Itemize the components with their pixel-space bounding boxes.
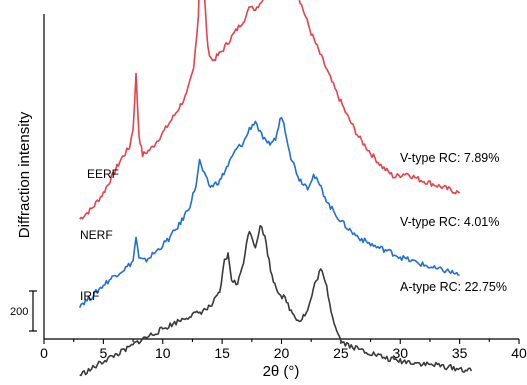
x-tick-label-25: 25: [333, 345, 349, 361]
y-axis-title: Diffraction intensity: [16, 111, 33, 238]
scale-bar-label: 200: [10, 306, 28, 318]
x-tick-label-20: 20: [274, 345, 290, 361]
x-tick-label-35: 35: [452, 345, 468, 361]
series-label-irf: IRF: [80, 289, 99, 303]
x-tick-label-0: 0: [40, 345, 48, 361]
x-tick-label-30: 30: [392, 345, 408, 361]
scale-bar: 200: [10, 290, 37, 332]
annotation-nerf: V-type RC: 4.01%: [400, 215, 499, 229]
x-tick-label-40: 40: [511, 345, 527, 361]
series-line-nerf: [78, 116, 460, 309]
series-line-irf: [79, 225, 473, 377]
series-label-nerf: NERF: [80, 228, 113, 242]
x-tick-label-10: 10: [155, 345, 171, 361]
x-tick-label-5: 5: [99, 345, 107, 361]
x-axis-title: 2θ (°): [263, 363, 300, 380]
series-line-eerf: [79, 0, 461, 220]
series-label-eerf: EERF: [87, 167, 119, 181]
annotation-eerf: V-type RC: 7.89%: [400, 151, 499, 165]
x-axis-ticks: 0 5 10 15 20 25 30 35 40: [40, 339, 527, 361]
x-tick-label-15: 15: [214, 345, 230, 361]
series-layer: [78, 0, 473, 377]
annotation-irf: A-type RC: 22.75%: [400, 280, 507, 294]
